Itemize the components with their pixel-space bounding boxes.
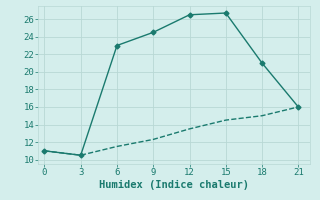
X-axis label: Humidex (Indice chaleur): Humidex (Indice chaleur) — [100, 180, 249, 190]
